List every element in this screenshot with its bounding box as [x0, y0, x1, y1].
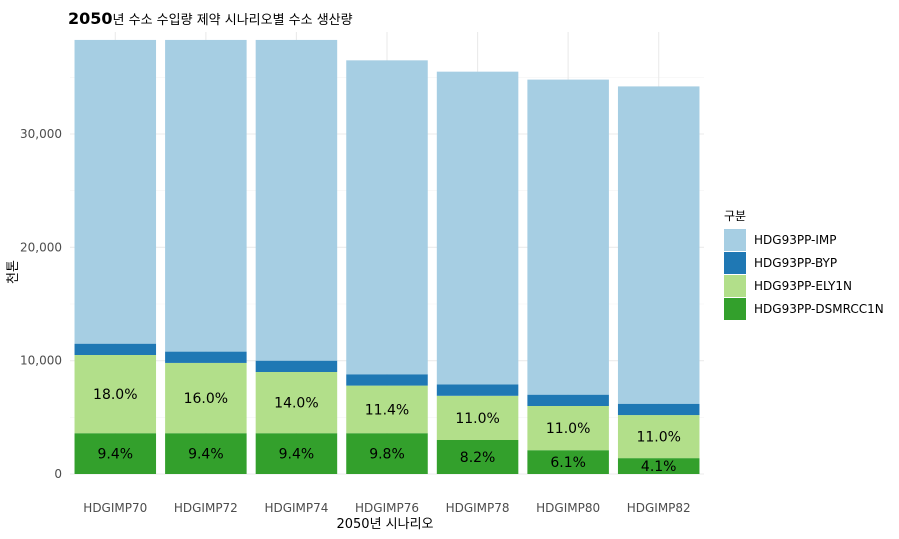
bar-segment	[255, 372, 338, 434]
x-tick-label: HDGIMP80	[536, 501, 600, 515]
bar-segment	[165, 351, 247, 363]
chart-title-text: 년 수소 수입량 제약 시나리오별 수소 생산량	[113, 13, 353, 28]
bar-label: 18.0%	[93, 387, 137, 403]
y-tick-label: 30,000	[20, 127, 62, 141]
bar-segment	[165, 433, 247, 474]
legend-key	[724, 298, 746, 320]
x-tick-label: HDGIMP78	[446, 501, 510, 515]
y-axis: 0 10,000 20,000 30,000	[20, 127, 62, 481]
x-tick-label: HDGIMP82	[627, 501, 691, 515]
bar-segment	[74, 355, 157, 434]
bar-segment	[527, 79, 609, 395]
bar-segment	[255, 433, 338, 474]
bar-label: 11.0%	[455, 411, 499, 427]
plot-bar-labels: 9.4% 18.0% 9.4% 16.0% 9.4% 14.0% 9.8% 11.4% 8.2%…	[93, 387, 681, 475]
bar-segment	[436, 440, 519, 474]
bar-segment	[74, 39, 157, 344]
bar-label: 11.4%	[365, 402, 409, 418]
bar-segment	[617, 458, 700, 474]
bar-label: 9.4%	[279, 447, 315, 463]
bar-label: 11.0%	[546, 421, 590, 437]
legend-key	[724, 252, 746, 274]
bar-label: 4.1%	[641, 459, 677, 475]
bar-segment	[617, 415, 700, 459]
x-axis: HDGIMP70 HDGIMP72 HDGIMP74 HDGIMP76 HDGIMP78…	[83, 501, 690, 515]
bar-segment	[165, 39, 247, 352]
bar-segment	[255, 360, 338, 372]
bar-segment	[617, 403, 700, 416]
bar-segment	[436, 71, 519, 385]
bar-label: 14.0%	[274, 396, 318, 412]
bar-label: 11.0%	[636, 430, 680, 446]
legend: 구분 HDG93PP-IMP HDG93PP-BYP HDG93PP-ELY1N HD…	[724, 209, 884, 320]
chart-title: 2050년 수소 수입량 제약 시나리오별 수소 생산량	[68, 9, 353, 28]
y-tick-label: 0	[54, 467, 62, 481]
y-axis-title: 천톤	[6, 260, 21, 284]
bar-segment	[74, 433, 157, 474]
legend-key	[724, 275, 746, 297]
x-tick-label: HDGIMP74	[264, 501, 328, 515]
chart-title-year: 2050	[68, 9, 113, 28]
bar-segment	[346, 385, 428, 434]
bar-label: 16.0%	[184, 391, 228, 407]
bar-segment	[346, 374, 428, 386]
x-axis-title: 2050년 시나리오	[336, 517, 433, 532]
legend-label: HDG93PP-BYP	[754, 256, 837, 270]
bar-segment	[527, 406, 609, 451]
bar-segment	[436, 384, 519, 396]
legend-label: HDG93PP-IMP	[754, 233, 837, 247]
bar-label: 6.1%	[550, 455, 586, 471]
bar-segment	[165, 362, 247, 434]
legend-key	[724, 229, 746, 251]
legend-label: HDG93PP-DSMRCC1N	[754, 302, 884, 316]
y-tick-label: 10,000	[20, 354, 62, 368]
bar-segment	[255, 39, 338, 361]
bar-segment	[346, 433, 428, 474]
bar-segment	[527, 450, 609, 474]
legend-title: 구분	[724, 209, 746, 223]
bar-segment	[74, 343, 157, 355]
y-tick-label: 20,000	[20, 240, 62, 254]
legend-label: HDG93PP-ELY1N	[754, 279, 852, 293]
bar-label: 8.2%	[460, 450, 496, 466]
x-tick-label: HDGIMP72	[174, 501, 238, 515]
x-tick-label: HDGIMP70	[83, 501, 147, 515]
x-tick-label: HDGIMP76	[355, 501, 419, 515]
bar-segment	[527, 394, 609, 406]
bar-label: 9.4%	[97, 447, 133, 463]
bar-segment	[436, 395, 519, 440]
bar-segment	[617, 86, 700, 404]
bar-label: 9.4%	[188, 447, 224, 463]
plot-bars	[74, 39, 700, 474]
bar-label: 9.8%	[369, 447, 405, 463]
bar-segment	[346, 60, 428, 375]
